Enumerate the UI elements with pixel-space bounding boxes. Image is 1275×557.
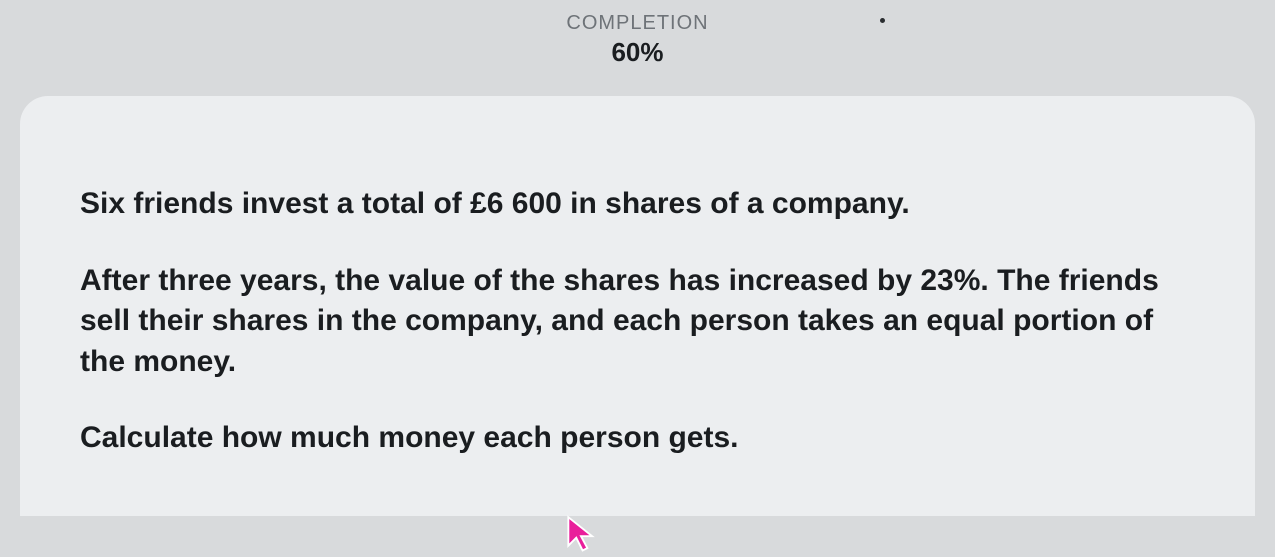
question-paragraph-1: Six friends invest a total of £6 600 in … bbox=[80, 184, 1195, 225]
question-card: Six friends invest a total of £6 600 in … bbox=[20, 96, 1255, 516]
completion-label: COMPLETION bbox=[0, 12, 1275, 35]
question-paragraph-3: Calculate how much money each person get… bbox=[80, 418, 1195, 459]
decorative-dot bbox=[880, 18, 885, 23]
completion-value: 60% bbox=[0, 37, 1275, 68]
question-body: Six friends invest a total of £6 600 in … bbox=[80, 184, 1195, 459]
question-paragraph-2: After three years, the value of the shar… bbox=[80, 261, 1195, 383]
completion-header: COMPLETION 60% bbox=[0, 0, 1275, 96]
